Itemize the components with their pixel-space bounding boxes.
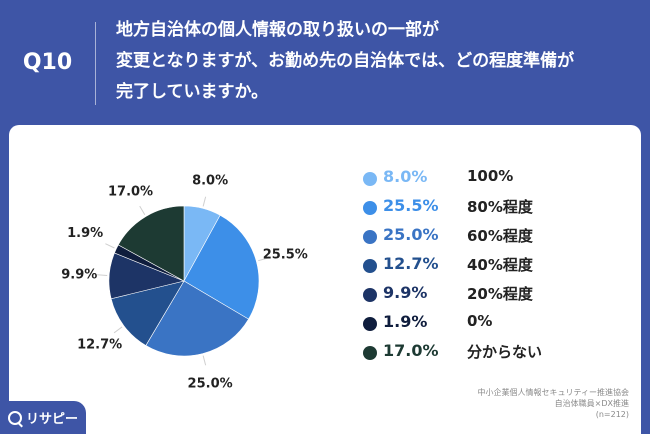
legend-swatch [363,172,377,186]
data-label-4: 12.7% [77,338,122,353]
legend-swatch [363,230,377,244]
question-line-2: 変更となりますが、お勤め先の自治体では、どの程度準備が [116,51,575,71]
legend-label: 分からない [467,343,543,361]
chart-card: 8.0% 25.5% 25.0% 12.7% 9.9% 1.9% 17.0% 8.0% 100… [9,125,641,434]
legend-value: 25.0% [383,225,439,244]
pie-slice-2 [183,214,260,320]
legend-swatch [363,317,377,331]
source-line-1: 中小企業個人情報セキュリティー推進協会 [477,388,629,397]
legend-label: 80%程度 [467,198,533,216]
legend-item-6: 1.9% 0% [363,311,623,340]
leader-line-6 [105,243,115,249]
question-line-1: 地方自治体の個人情報の取り扱いの一部が [116,20,439,40]
leader-line-3 [202,355,207,366]
legend-value: 25.5% [383,196,439,215]
pie-slice-3 [145,280,249,357]
leader-line-4 [113,326,123,334]
leader-line-5 [97,274,108,276]
legend-item-2: 25.5% 80%程度 [363,195,623,224]
logo: リサピー [0,401,86,434]
leader-line-1 [202,196,207,207]
leader-line-7 [139,205,146,215]
logo-text: リサピー [26,412,79,427]
data-label-3: 25.0% [188,377,233,392]
data-label-5: 9.9% [61,267,97,282]
legend-swatch [363,288,377,302]
question-text: 地方自治体の個人情報の取り扱いの一部が 変更となりますが、お勤め先の自治体では、… [116,15,636,108]
pie-chart: 8.0% 25.5% 25.0% 12.7% 9.9% 1.9% 17.0% [61,173,308,392]
legend-value: 8.0% [383,167,428,186]
header: Q10 地方自治体の個人情報の取り扱いの一部が 変更となりますが、お勤め先の自治… [0,0,650,125]
data-label-6: 1.9% [67,226,103,241]
legend-label: 100% [467,167,514,185]
legend-value: 17.0% [383,341,439,360]
question-line-3: 完了していますか。 [116,82,269,102]
legend-item-1: 8.0% 100% [363,166,623,195]
data-label-7: 17.0% [108,185,153,200]
pie-slice-4 [110,280,185,346]
question-number: Q10 [22,50,73,75]
legend-item-4: 12.7% 40%程度 [363,253,623,282]
legend-swatch [363,201,377,215]
pie-slice-7 [117,205,185,282]
legend-item-3: 25.0% 60%程度 [363,224,623,253]
legend-label: 40%程度 [467,256,533,274]
leader-line-2 [258,257,269,262]
legend-swatch [363,346,377,360]
legend-value: 12.7% [383,254,439,273]
legend-label: 60%程度 [467,227,533,245]
divider [95,22,96,105]
search-icon [8,410,22,425]
legend-swatch [363,259,377,273]
legend-value: 1.9% [383,312,428,331]
source-line-2: 自治体職員×DX推進 [554,399,629,408]
legend-item-5: 9.9% 20%程度 [363,282,623,311]
legend-label: 0% [467,312,493,330]
source-line-3: (n=212) [595,410,629,419]
data-label-2: 25.5% [263,247,308,262]
source-note: 中小企業個人情報セキュリティー推進協会 自治体職員×DX推進 (n=212) [477,387,629,420]
legend-label: 20%程度 [467,285,533,303]
legend: 8.0% 100% 25.5% 80%程度 25.0% 60%程度 12.7% 40%程度 9.… [363,166,623,369]
legend-item-7: 17.0% 分からない [363,340,623,369]
legend-value: 9.9% [383,283,428,302]
data-label-1: 8.0% [192,173,228,188]
